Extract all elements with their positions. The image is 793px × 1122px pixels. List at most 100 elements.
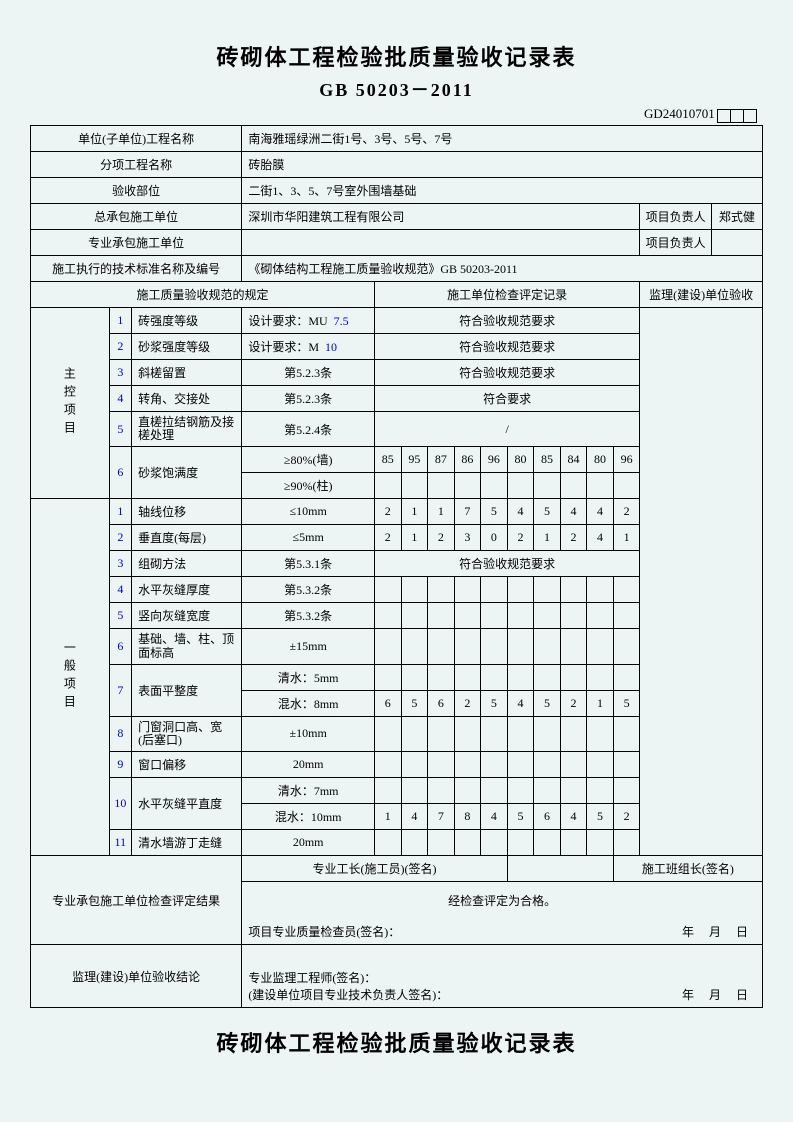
g1-n: 1 <box>109 499 131 525</box>
g6-n: 6 <box>109 629 131 664</box>
m4-check: 符合要求 <box>375 386 640 412</box>
footer-title: 砖砌体工程检验批质量验收记录表 <box>30 1026 763 1058</box>
sig-block2-label: 监理(建设)单位验收结论 <box>31 945 242 1008</box>
cell: 0 <box>481 525 508 551</box>
main-table: 单位(子单位)工程名称 南海雅瑶绿洲二街1号、3号、5号、7号 分项工程名称 砖… <box>30 125 763 1008</box>
sub-pm <box>711 230 762 256</box>
cell: 2 <box>375 499 402 525</box>
cell: 1 <box>401 525 428 551</box>
cell: 4 <box>587 525 614 551</box>
cell: 2 <box>375 525 402 551</box>
cell: 7 <box>454 499 481 525</box>
cell: 2 <box>428 525 455 551</box>
cell: 84 <box>560 447 587 473</box>
g10-item: 水平灰缝平直度 <box>132 778 242 830</box>
cell: 1 <box>401 499 428 525</box>
g7-n: 7 <box>109 664 131 716</box>
cell: 1 <box>587 690 614 716</box>
m3-check: 符合验收规范要求 <box>375 360 640 386</box>
g3-spec: 第5.3.1条 <box>242 551 375 577</box>
m4-item: 转角、交接处 <box>132 386 242 412</box>
cell: 2 <box>507 525 534 551</box>
g6-item: 基础、墙、柱、顶面标高 <box>132 629 242 664</box>
m3-n: 3 <box>109 360 131 386</box>
side-gen: 一般项目 <box>31 499 110 856</box>
g1-item: 轴线位移 <box>132 499 242 525</box>
g2-item: 垂直度(每层) <box>132 525 242 551</box>
cell: 1 <box>613 525 640 551</box>
cell: 7 <box>428 804 455 830</box>
sig-supervisor: 专业监理工程师(签名)： <box>248 969 756 986</box>
g8-spec: ±10mm <box>242 716 375 751</box>
m6-n: 6 <box>109 447 131 499</box>
cell: 2 <box>560 525 587 551</box>
m6-item: 砂浆饱满度 <box>132 447 242 499</box>
m5-item: 直槎拉结钢筋及接槎处理 <box>132 412 242 447</box>
std-label: 施工执行的技术标准名称及编号 <box>31 256 242 282</box>
g9-item: 窗口偏移 <box>132 752 242 778</box>
cell: 95 <box>401 447 428 473</box>
cell: 2 <box>454 690 481 716</box>
g10-spec2: 混水：10mm <box>242 804 375 830</box>
cell: 5 <box>587 804 614 830</box>
g7-spec1: 清水：5mm <box>242 664 375 690</box>
cell: 4 <box>560 499 587 525</box>
cell: 2 <box>613 499 640 525</box>
cell: 85 <box>534 447 561 473</box>
g2-spec: ≤5mm <box>242 525 375 551</box>
accept-part: 二街1、3、5、7号室外围墙基础 <box>242 178 763 204</box>
g9-n: 9 <box>109 752 131 778</box>
g4-n: 4 <box>109 577 131 603</box>
g4-spec: 第5.3.2条 <box>242 577 375 603</box>
cell: 80 <box>507 447 534 473</box>
cell: 5 <box>401 690 428 716</box>
m2-spec: 设计要求：M 10 <box>242 334 375 360</box>
cell: 85 <box>375 447 402 473</box>
g11-spec: 20mm <box>242 830 375 856</box>
g10-n: 10 <box>109 778 131 830</box>
cell: 5 <box>481 499 508 525</box>
m4-n: 4 <box>109 386 131 412</box>
pm-label: 项目负责人 <box>640 204 711 230</box>
g5-item: 竖向灰缝宽度 <box>132 603 242 629</box>
cell: 6 <box>428 690 455 716</box>
sig-owner: (建设单位项目专业技术负责人签名)： <box>248 986 756 1003</box>
cell: 96 <box>481 447 508 473</box>
sig-foreman-val <box>507 856 613 882</box>
col-spec: 施工质量验收规范的规定 <box>31 282 375 308</box>
cell: 80 <box>587 447 614 473</box>
m1-check: 符合验收规范要求 <box>375 308 640 334</box>
cell: 4 <box>587 499 614 525</box>
cell: 6 <box>375 690 402 716</box>
g9-spec: 20mm <box>242 752 375 778</box>
cell: 4 <box>481 804 508 830</box>
g5-spec: 第5.3.2条 <box>242 603 375 629</box>
sub-project: 砖胎膜 <box>242 152 763 178</box>
col-check: 施工单位检查评定记录 <box>375 282 640 308</box>
sig-date2: 年 月 日 <box>682 986 754 1003</box>
g8-item: 门窗洞口高、宽(后塞口) <box>132 716 242 751</box>
cell: 4 <box>401 804 428 830</box>
sig-qc-cell: 经检查评定为合格。 项目专业质量检查员(签名)： 年 月 日 <box>242 882 763 945</box>
contractor-label: 总承包施工单位 <box>31 204 242 230</box>
doc-subtitle: GB 50203－2011 <box>30 76 763 102</box>
cell: 1 <box>534 525 561 551</box>
cell: 5 <box>534 690 561 716</box>
hdr-row: 单位(子单位)工程名称 南海雅瑶绿洲二街1号、3号、5号、7号 <box>31 126 763 152</box>
g5-n: 5 <box>109 603 131 629</box>
sig-date: 年 月 日 <box>682 923 754 940</box>
cell: 4 <box>560 804 587 830</box>
g3-item: 组砌方法 <box>132 551 242 577</box>
m2-check: 符合验收规范要求 <box>375 334 640 360</box>
sig-supervisor-cell: 专业监理工程师(签名)： (建设单位项目专业技术负责人签名)： 年 月 日 <box>242 945 763 1008</box>
cell: 4 <box>507 690 534 716</box>
m5-check: / <box>375 412 640 447</box>
g11-item: 清水墙游丁走缝 <box>132 830 242 856</box>
m3-item: 斜槎留置 <box>132 360 242 386</box>
cell: 3 <box>454 525 481 551</box>
m3-spec: 第5.2.3条 <box>242 360 375 386</box>
subcontractor <box>242 230 640 256</box>
accept-part-label: 验收部位 <box>31 178 242 204</box>
m5-n: 5 <box>109 412 131 447</box>
supervise-col <box>640 308 763 856</box>
